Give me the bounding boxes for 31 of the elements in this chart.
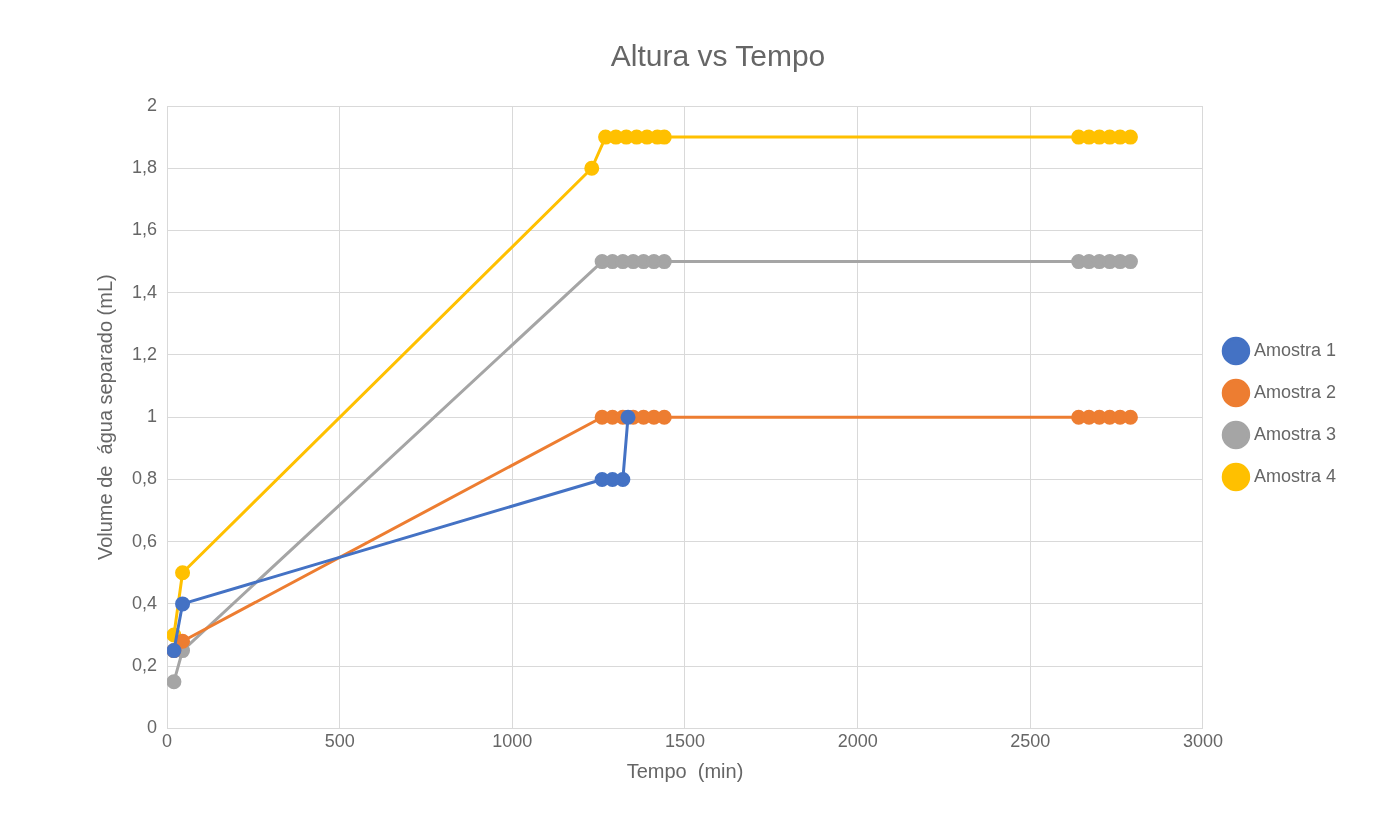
legend-label: Amostra 2 <box>1253 381 1336 402</box>
point <box>175 596 191 612</box>
x-tick-label: 3000 <box>1182 731 1223 752</box>
chart-title: Altura vs Tempo <box>610 39 826 73</box>
point <box>615 471 631 487</box>
x-tick-label: 1500 <box>664 731 706 752</box>
x-tick-label: 2500 <box>1010 731 1051 752</box>
point <box>584 160 600 176</box>
legend-label: Amostra 3 <box>1253 423 1336 444</box>
y-tick-label: 2 <box>147 94 158 115</box>
point <box>620 409 636 425</box>
x-axis-title: Tempo (min) <box>626 759 744 782</box>
x-tick-label: 0 <box>162 731 173 752</box>
y-tick-label: 0 <box>147 717 158 738</box>
y-tick-label: 1,4 <box>131 281 158 302</box>
y-tick-label: 1,2 <box>131 343 158 364</box>
y-axis-title: Volume de água separado (mL) <box>93 274 116 561</box>
y-tick-label: 0,6 <box>131 530 158 551</box>
x-tick-label: 2000 <box>837 731 878 752</box>
x-tick-label: 1000 <box>492 731 533 752</box>
y-tick-label: 1,6 <box>131 219 158 240</box>
y-tick-label: 0,4 <box>131 592 158 613</box>
y-tick-label: 1 <box>147 406 158 427</box>
y-tick-label: 0,2 <box>131 655 158 676</box>
y-tick-label: 1,8 <box>131 157 158 178</box>
y-tick-label: 0,8 <box>131 468 158 489</box>
point <box>175 565 191 581</box>
legend-label: Amostra 4 <box>1253 465 1336 486</box>
legend-label: Amostra 1 <box>1253 339 1336 360</box>
x-tick-label: 500 <box>324 731 355 752</box>
point <box>167 674 182 690</box>
